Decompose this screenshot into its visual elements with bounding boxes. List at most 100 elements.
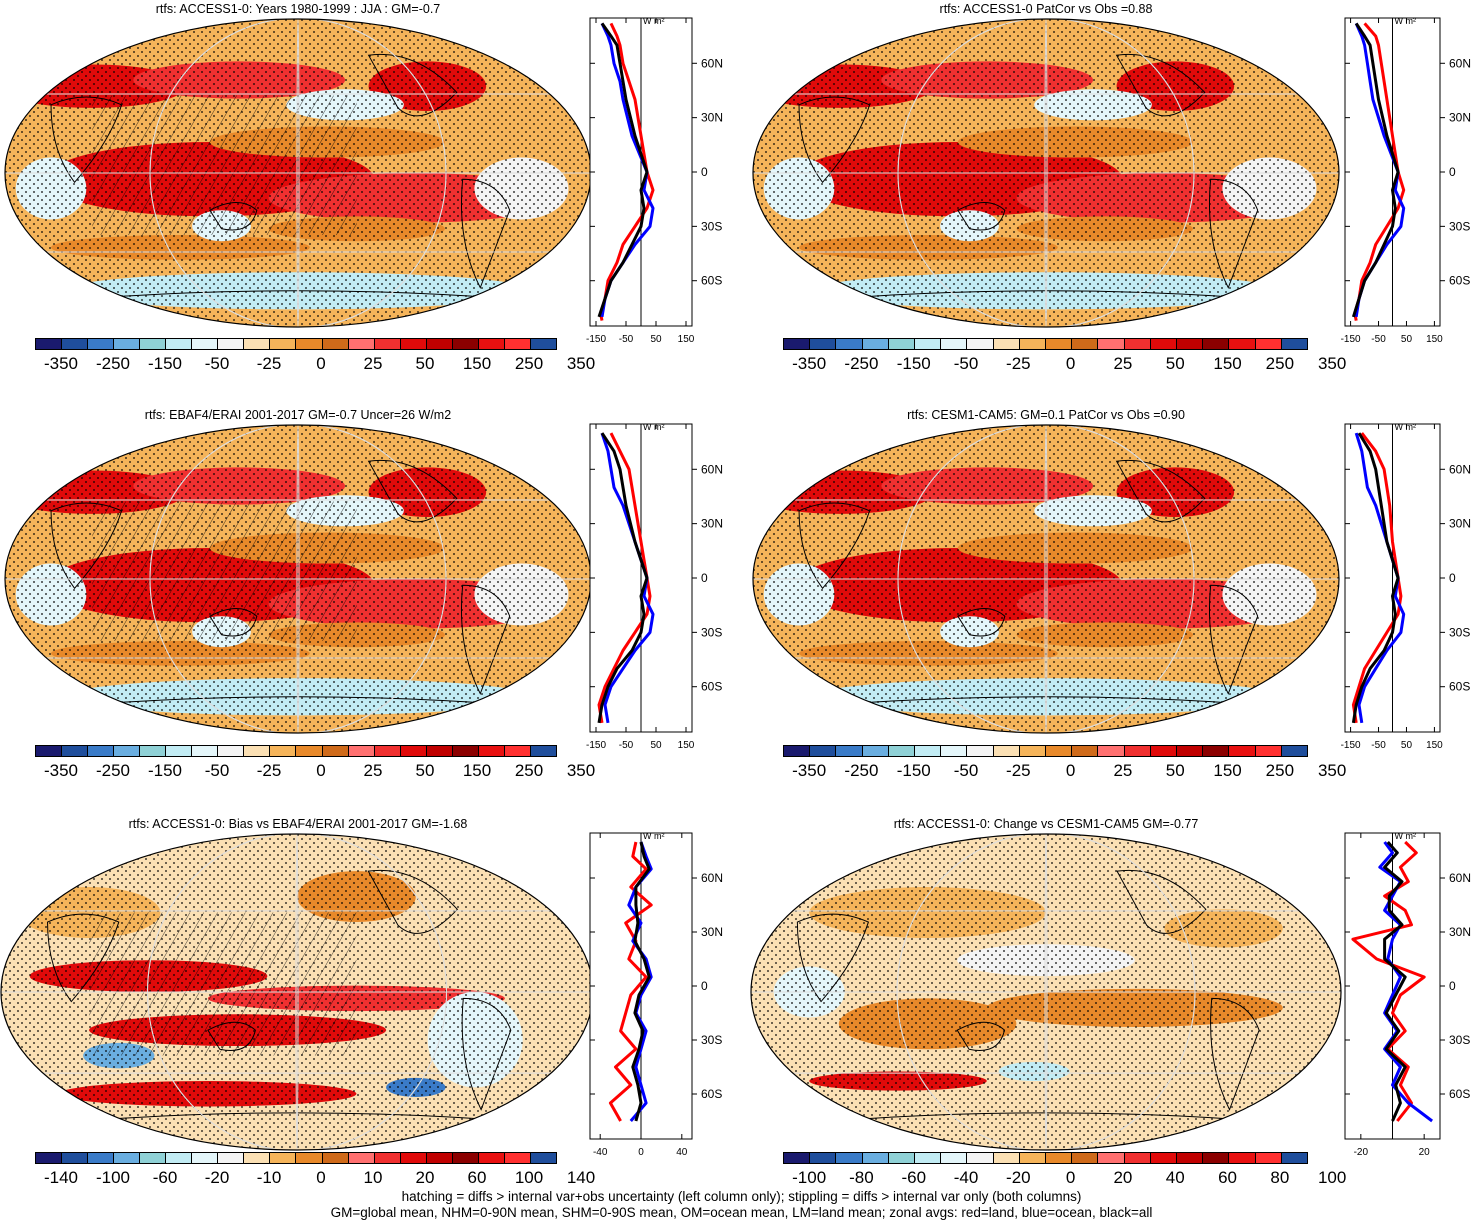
zonal-unit-label: W m² (1395, 16, 1417, 26)
colorbar-bin (1229, 746, 1256, 756)
colorbar-tick-label: -10 (256, 1168, 282, 1187)
colorbar-tick-label: 350 (566, 761, 596, 780)
colorbar-labels: -350 -250 -150 -50 -25 0 25 50 150 250 350 (783, 761, 1346, 781)
colorbar-bin (426, 1153, 453, 1163)
colorbar-bin (888, 339, 916, 349)
colorbar-tick-label: -60 (901, 1168, 927, 1187)
zonal-series-all (1383, 841, 1407, 1122)
graticule (897, 425, 1195, 733)
zonal-series-land (597, 432, 652, 724)
colorbar-labels: -350 -250 -150 -50 -25 0 25 50 150 250 350 (783, 354, 1346, 374)
colorbar-tick-label: 25 (363, 354, 383, 373)
colorbar-bin (36, 1153, 63, 1163)
colorbar-bin (1072, 1153, 1099, 1163)
colorbar-bin (270, 1153, 297, 1163)
lat-label: 60N (701, 871, 723, 885)
colorbar-tick-label: 0 (316, 761, 326, 780)
colorbar-bin (810, 1153, 837, 1163)
colorbar-bin (1255, 746, 1282, 756)
lat-label: 0 (701, 979, 708, 993)
world-map (752, 18, 1340, 328)
colorbar-bin (888, 1153, 916, 1163)
colorbar-bin (114, 1153, 141, 1163)
colorbar-bin (374, 1153, 401, 1163)
colorbar-bin (88, 1153, 115, 1163)
colorbar-tick-label: -350 (792, 761, 827, 780)
colorbar-tick-label: -25 (256, 354, 282, 373)
colorbar-bin (530, 1153, 556, 1163)
lat-label: 30S (1449, 625, 1470, 639)
colorbar-bin (941, 339, 968, 349)
colorbar-tick-label: -100 (95, 1168, 131, 1187)
colorbar-bin (478, 339, 505, 349)
colorbar-tick-label: 350 (1317, 761, 1347, 780)
colorbar-bin (993, 339, 1020, 349)
zonal-series-all (1351, 22, 1400, 318)
colorbar-bin (348, 746, 375, 756)
colorbar-bin (993, 746, 1020, 756)
zonal-mean-plot: W m² 60N 30N 0 30S 60S -150 -50 50 150 (1341, 16, 1471, 345)
colorbar-tick-label: 250 (514, 354, 544, 373)
x-tick-label: -150 (1341, 334, 1361, 345)
lat-label: 30N (701, 925, 723, 939)
zonal-mean-plot: W m² 60N 30N 0 30S 60S -40 0 40 (589, 831, 723, 1158)
x-tick-label: -150 (586, 740, 606, 751)
x-tick-label: 20 (1419, 1147, 1431, 1158)
world-map (4, 18, 592, 328)
colorbar-bin (244, 1153, 271, 1163)
graticule (147, 834, 447, 1150)
x-tick-label: 150 (678, 334, 695, 345)
colorbar-bin (400, 339, 427, 349)
colorbar (35, 745, 557, 757)
colorbar-bin (993, 1153, 1020, 1163)
colorbar-tick-label: 140 (566, 1168, 596, 1187)
colorbar-labels: -350 -250 -150 -50 -25 0 25 50 150 250 350 (35, 761, 595, 781)
colorbar-bin (62, 339, 89, 349)
colorbar-bin (62, 1153, 89, 1163)
colorbar-bin (530, 746, 556, 756)
colorbar-bin (1177, 746, 1204, 756)
map-outline (752, 424, 1340, 734)
colorbar-bin (478, 1153, 505, 1163)
colorbar (783, 1152, 1308, 1164)
lat-label: 30N (701, 111, 723, 125)
x-tick-label: 150 (1426, 334, 1443, 345)
graticule (296, 425, 300, 733)
colorbar-tick-label: 350 (1317, 354, 1347, 373)
colorbar-bin (836, 1153, 863, 1163)
colorbar-bin (967, 1153, 994, 1163)
colorbar-bin (244, 746, 271, 756)
zonal-unit-label: W m² (1395, 831, 1417, 841)
hatching (92, 95, 357, 235)
colorbar-bin (784, 339, 811, 349)
colorbar-tick-label: 350 (566, 354, 596, 373)
lat-label: 60S (1449, 1087, 1470, 1101)
colorbar-bin (166, 1153, 193, 1163)
colorbar-tick-label: -350 (792, 354, 827, 373)
colorbar-bin (192, 1153, 219, 1163)
colorbar-bin (140, 746, 167, 756)
zonal-series-land (1351, 840, 1426, 1122)
colorbar-tick-label: -25 (256, 761, 282, 780)
graticule (149, 19, 447, 327)
colorbar-bin (478, 746, 505, 756)
colorbar-tick-label: 0 (1065, 1168, 1076, 1187)
colorbar-bin (192, 746, 219, 756)
colorbar-tick-label: 150 (462, 761, 492, 780)
hatching (89, 912, 357, 1056)
colorbar-tick-label: -350 (43, 354, 79, 373)
colorbar-tick-label: 250 (514, 761, 544, 780)
colorbar-bin (941, 746, 968, 756)
x-tick-label: -50 (619, 334, 634, 345)
panel-title: rtfs: ACCESS1-0: Years 1980-1999 : JJA :… (155, 2, 441, 16)
zonal-mean-plot: W m² 60N 30N 0 30S 60S -20 20 (1344, 831, 1471, 1158)
x-tick-label: -50 (1371, 740, 1386, 751)
colorbar-bin (1255, 339, 1282, 349)
colorbar-bin (296, 746, 323, 756)
zonal-mean-plot: W m² 60N 30N 0 30S 60S -150 -50 50 150 (1341, 422, 1471, 751)
x-tick-label: 150 (678, 740, 695, 751)
colorbar-tick-label: -40 (953, 1168, 979, 1187)
colorbar-tick-label: -20 (204, 1168, 230, 1187)
lat-label: 30S (701, 625, 722, 639)
zonal-series-ocean (600, 432, 655, 724)
